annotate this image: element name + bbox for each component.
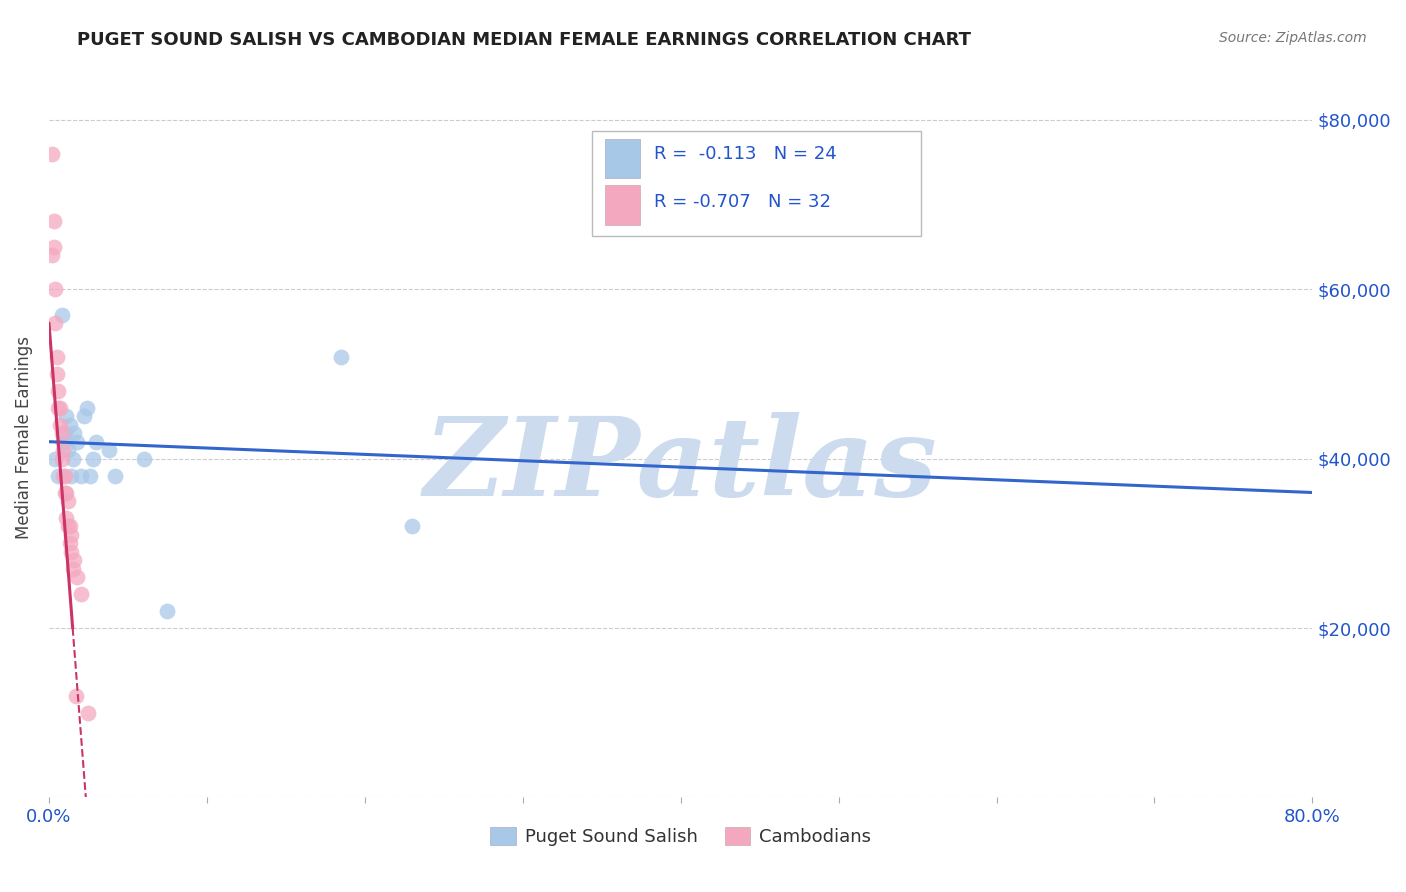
Point (66, 434, 89, 449)
Point (53, 426, 76, 441)
Bar (605, 186, 640, 225)
Point (53, 485, 76, 500)
Point (63, 426, 86, 441)
Point (52, 434, 75, 449)
Point (49, 401, 72, 415)
Point (69, 468, 91, 483)
Point (55, 511, 77, 525)
Point (65, 689, 87, 703)
Point (44, 282, 66, 296)
Point (48, 401, 70, 415)
Point (76, 401, 98, 415)
Point (55, 485, 77, 500)
Point (49, 417, 72, 432)
Point (55, 409, 77, 424)
Point (63, 553, 86, 567)
Point (51, 451, 73, 466)
Point (60, 545, 83, 559)
Point (73, 409, 96, 424)
Y-axis label: Median Female Earnings: Median Female Earnings (15, 336, 32, 539)
Point (51, 426, 73, 441)
Point (56, 494, 79, 508)
Point (45, 367, 67, 381)
Text: R = -0.707   N = 32: R = -0.707 N = 32 (654, 193, 831, 211)
Point (98, 443, 121, 458)
Point (52, 443, 75, 458)
Point (53, 468, 76, 483)
Point (60, 528, 83, 542)
Text: ZIPatlas: ZIPatlas (423, 412, 938, 520)
Point (41, 146, 63, 161)
Point (79, 468, 101, 483)
Point (51, 308, 73, 322)
Point (62, 562, 84, 576)
Point (104, 468, 127, 483)
Point (86, 434, 108, 449)
Text: PUGET SOUND SALISH VS CAMBODIAN MEDIAN FEMALE EARNINGS CORRELATION CHART: PUGET SOUND SALISH VS CAMBODIAN MEDIAN F… (77, 31, 972, 49)
Point (52, 468, 75, 483)
Point (48, 468, 70, 483)
Point (62, 451, 84, 466)
Point (66, 570, 89, 584)
Point (56, 443, 79, 458)
Point (58, 536, 80, 550)
Point (82, 451, 104, 466)
Point (42, 240, 65, 254)
Point (45, 350, 67, 364)
Point (48, 384, 70, 398)
Point (77, 706, 100, 720)
FancyBboxPatch shape (592, 131, 921, 235)
Point (58, 519, 80, 533)
Point (60, 468, 83, 483)
Legend: Puget Sound Salish, Cambodians: Puget Sound Salish, Cambodians (484, 820, 879, 854)
Point (44, 451, 66, 466)
Point (41, 248, 63, 262)
Bar (605, 138, 640, 178)
Point (69, 587, 91, 601)
Point (401, 519, 423, 533)
Point (56, 519, 79, 533)
Point (132, 451, 155, 466)
Text: Source: ZipAtlas.com: Source: ZipAtlas.com (1219, 31, 1367, 45)
Text: R =  -0.113   N = 24: R = -0.113 N = 24 (654, 145, 837, 163)
Point (42, 214, 65, 228)
Point (58, 417, 80, 432)
Point (44, 316, 66, 330)
Point (156, 604, 179, 618)
Point (330, 350, 353, 364)
